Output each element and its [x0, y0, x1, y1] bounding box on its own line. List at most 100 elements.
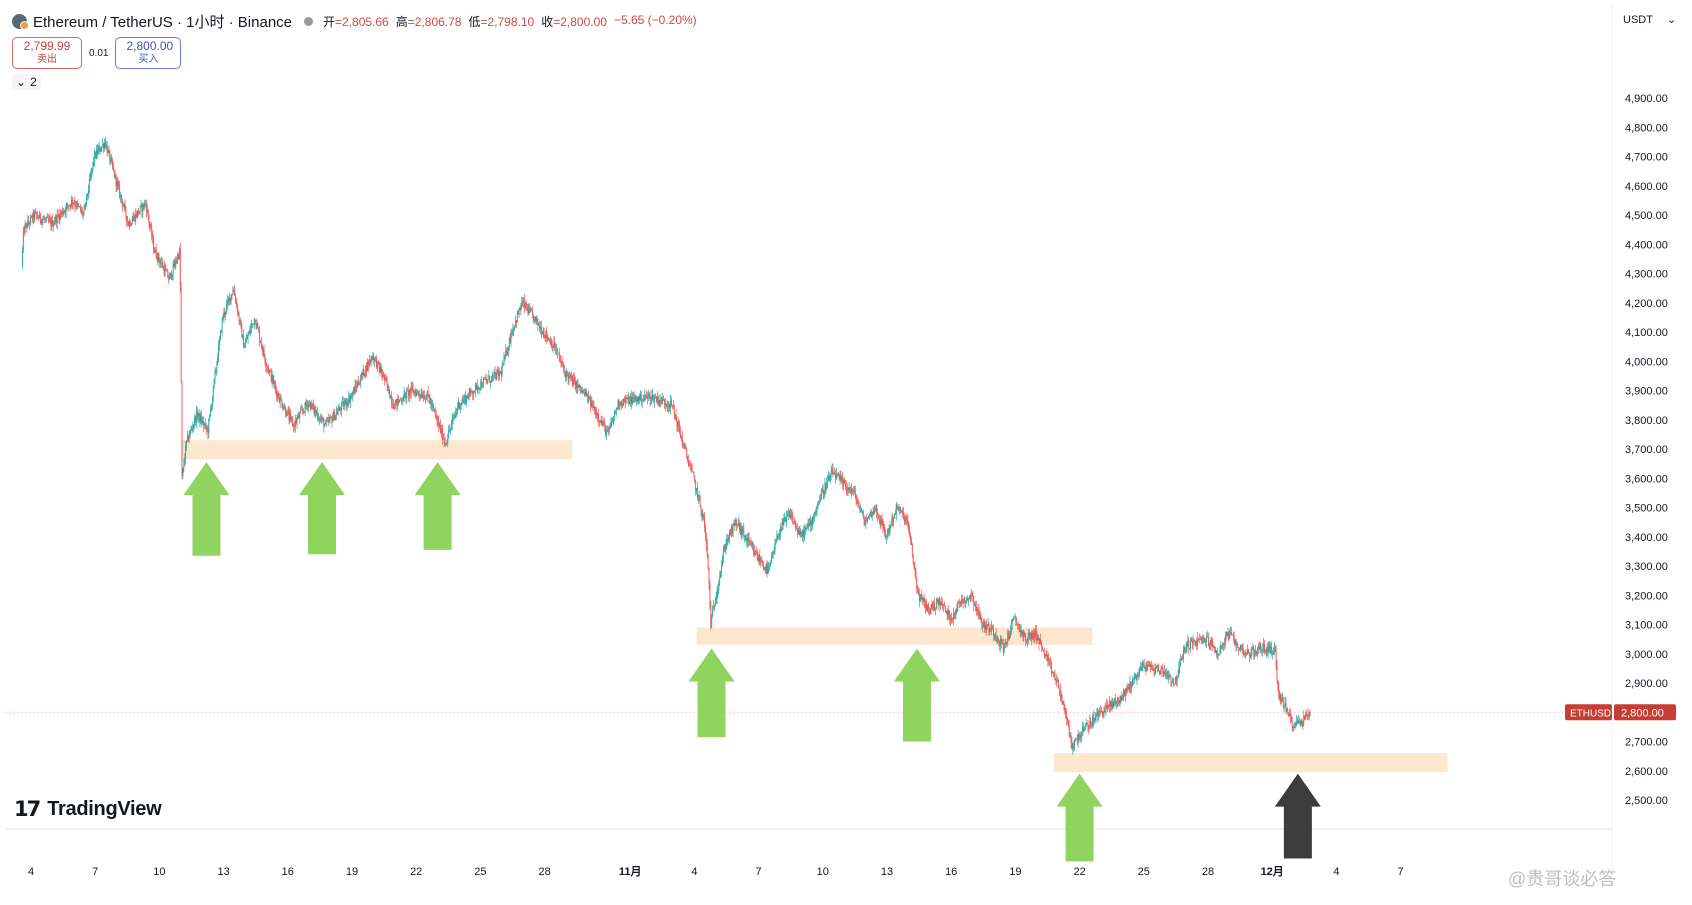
candle-body — [1295, 724, 1297, 726]
candle-body — [324, 424, 326, 428]
candle — [1023, 629, 1025, 642]
candle — [1007, 629, 1009, 648]
candle-body — [535, 316, 537, 321]
candle-body — [978, 612, 980, 615]
candle — [1094, 711, 1096, 722]
candle-body — [1032, 632, 1034, 639]
candle — [275, 380, 277, 394]
candle — [558, 347, 560, 362]
candle — [851, 483, 853, 498]
candle — [301, 405, 303, 415]
candle-body — [1203, 639, 1205, 642]
candle-body — [1066, 711, 1068, 719]
candle — [732, 522, 734, 537]
candle-body — [1143, 664, 1145, 668]
candle-body — [1068, 726, 1070, 737]
candle-body — [833, 473, 835, 475]
candle — [1256, 647, 1258, 658]
candle — [408, 389, 410, 403]
candle-body — [1294, 725, 1296, 727]
price-tick-label: 4,600.00 — [1625, 181, 1668, 193]
candle — [85, 201, 87, 211]
candle — [217, 353, 219, 366]
candle — [350, 393, 352, 409]
sell-button[interactable]: 2,799.99 卖出 — [12, 37, 82, 69]
candle — [144, 200, 146, 211]
candle — [491, 371, 493, 383]
candle — [1205, 637, 1207, 647]
candle — [829, 474, 831, 484]
candle — [243, 329, 245, 348]
candle-body — [178, 255, 179, 259]
candle-body — [242, 334, 244, 338]
candle — [257, 322, 259, 329]
candle — [818, 500, 820, 507]
time-tick-label: 7 — [1398, 866, 1404, 878]
candle-body — [419, 395, 421, 397]
candle — [429, 393, 431, 404]
candle — [342, 396, 343, 406]
time-tick-label: 7 — [756, 866, 762, 878]
candle-body — [778, 536, 780, 538]
candle — [728, 534, 730, 543]
candle — [399, 399, 401, 403]
support-zone[interactable] — [180, 440, 573, 460]
candle-body — [869, 512, 871, 514]
candle-body — [638, 396, 640, 402]
candle-body — [186, 440, 187, 446]
candle-body — [542, 331, 544, 335]
candle-body — [1073, 745, 1075, 749]
candle — [263, 345, 265, 359]
candle — [853, 486, 854, 496]
indicators-toggle[interactable]: ⌄ 2 — [12, 74, 41, 90]
candle-body — [1007, 633, 1009, 643]
candle — [999, 640, 1001, 652]
candle-body — [1196, 641, 1198, 646]
up-arrow-icon — [414, 462, 461, 550]
candle-body — [345, 400, 347, 406]
candle-body — [64, 210, 66, 213]
symbol-title[interactable]: Ethereum / TetherUS · 1小时 · Binance — [33, 13, 292, 31]
candle — [229, 297, 231, 305]
candle — [1005, 638, 1007, 649]
candle-body — [127, 221, 129, 223]
candle — [968, 597, 969, 607]
candle — [75, 200, 77, 209]
candle — [145, 199, 146, 208]
candle-body — [1050, 661, 1051, 664]
tradingview-logo[interactable]: 17 TradingView — [14, 797, 162, 821]
candle-body — [93, 161, 95, 163]
candle-body — [194, 417, 196, 423]
candle-body — [861, 511, 863, 513]
candle-body — [182, 468, 184, 476]
candle-body — [359, 380, 361, 385]
candle — [669, 403, 671, 412]
candle — [993, 633, 995, 641]
candle-body — [1083, 728, 1085, 731]
candle-body — [910, 534, 911, 541]
buy-button[interactable]: 2,800.00 买入 — [115, 37, 182, 69]
candle-body — [578, 384, 580, 388]
candle-body — [222, 317, 224, 319]
candle-body — [740, 524, 742, 535]
candle-body — [367, 362, 368, 372]
candle-body — [518, 308, 520, 315]
candle-body — [1097, 712, 1099, 717]
candle — [335, 406, 337, 421]
candle-body — [141, 204, 143, 212]
currency-selector[interactable]: USDT ⌄ — [1623, 13, 1676, 27]
candle-body — [408, 389, 410, 396]
candle-body — [130, 224, 132, 226]
candle — [1245, 649, 1247, 659]
candle-body — [288, 411, 290, 420]
candle-body — [456, 410, 458, 412]
candle-body — [1233, 635, 1235, 644]
candle — [498, 367, 500, 382]
candle-body — [329, 416, 331, 420]
candle-body — [46, 216, 47, 220]
candle — [475, 382, 477, 390]
candle — [170, 270, 172, 281]
candle-body — [480, 381, 482, 389]
support-zone[interactable] — [1053, 753, 1448, 773]
